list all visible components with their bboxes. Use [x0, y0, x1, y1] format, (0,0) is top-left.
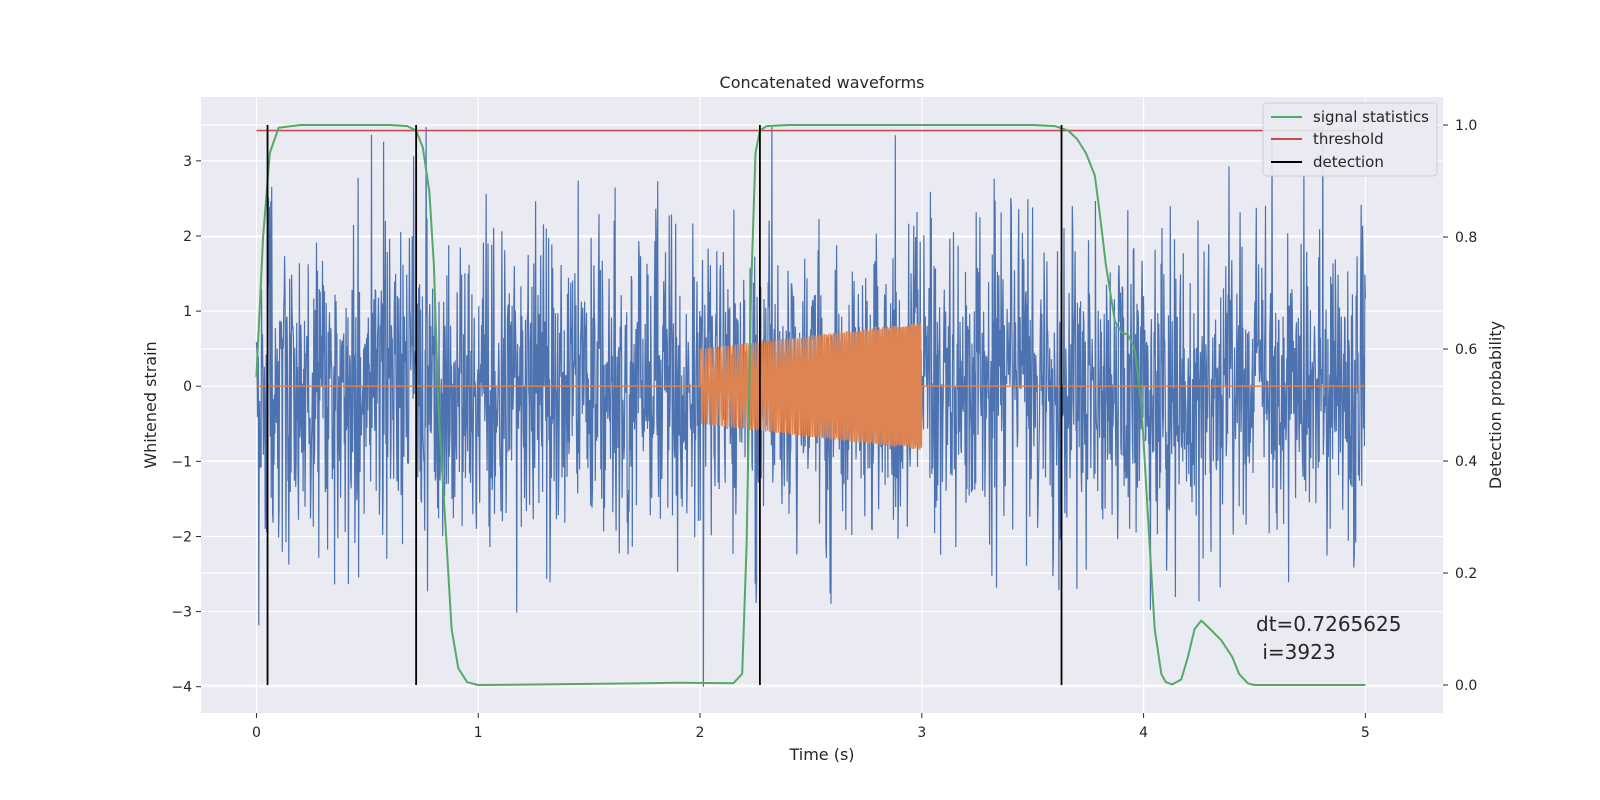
y-tick-label: −2 [171, 529, 192, 545]
y2-tick-label: 0.6 [1455, 342, 1477, 358]
x-tick-label: 3 [917, 725, 926, 741]
legend-box [1262, 102, 1438, 177]
y2-tick-label: 0.8 [1455, 230, 1477, 246]
y-tick-label: −3 [171, 605, 192, 621]
x-tick-label: 2 [696, 725, 705, 741]
detection-lines [266, 125, 1063, 685]
y-tick-label: −4 [171, 680, 192, 696]
legend-label-threshold: threshold [1313, 130, 1384, 148]
x-tick-label: 4 [1139, 725, 1148, 741]
statistics-line [255, 124, 1366, 686]
y-tick-label: 0 [183, 379, 192, 395]
y2-tick-label: 0.4 [1455, 454, 1477, 470]
injection-series [256, 322, 1366, 450]
annotation-i: i=3923 [1256, 640, 1336, 664]
y2-tick-label: 0.2 [1455, 566, 1477, 582]
injection-line [256, 322, 1366, 450]
annotation-dt: dt=0.7265625 [1256, 612, 1401, 636]
ticks: 0 1 2 3 4 5 3 2 1 0 −1 −2 −3 −4 1.0 0.8 0.6 0.4 0.2 0.0 [171, 118, 1477, 741]
chart-title: Concatenated waveforms [720, 73, 925, 92]
x-axis-label: Time (s) [788, 745, 854, 764]
x-tick-label: 5 [1361, 725, 1370, 741]
legend-label-statistics: signal statistics [1313, 108, 1429, 126]
y-tick-label: −1 [171, 454, 192, 470]
y2-tick-label: 1.0 [1455, 118, 1477, 134]
y-tick-label: 2 [183, 229, 192, 245]
x-tick-label: 0 [252, 725, 261, 741]
legend: signal statistics threshold detection [1262, 102, 1438, 177]
y-axis-label: Whitened strain [141, 341, 160, 468]
y-tick-label: 3 [183, 154, 192, 170]
x-tick-label: 1 [474, 725, 483, 741]
y2-tick-label: 0.0 [1455, 678, 1477, 694]
statistics-series [255, 124, 1366, 686]
legend-label-detection: detection [1313, 153, 1384, 171]
y2-axis-label: Detection probability [1486, 321, 1505, 489]
y-tick-label: 1 [183, 304, 192, 320]
